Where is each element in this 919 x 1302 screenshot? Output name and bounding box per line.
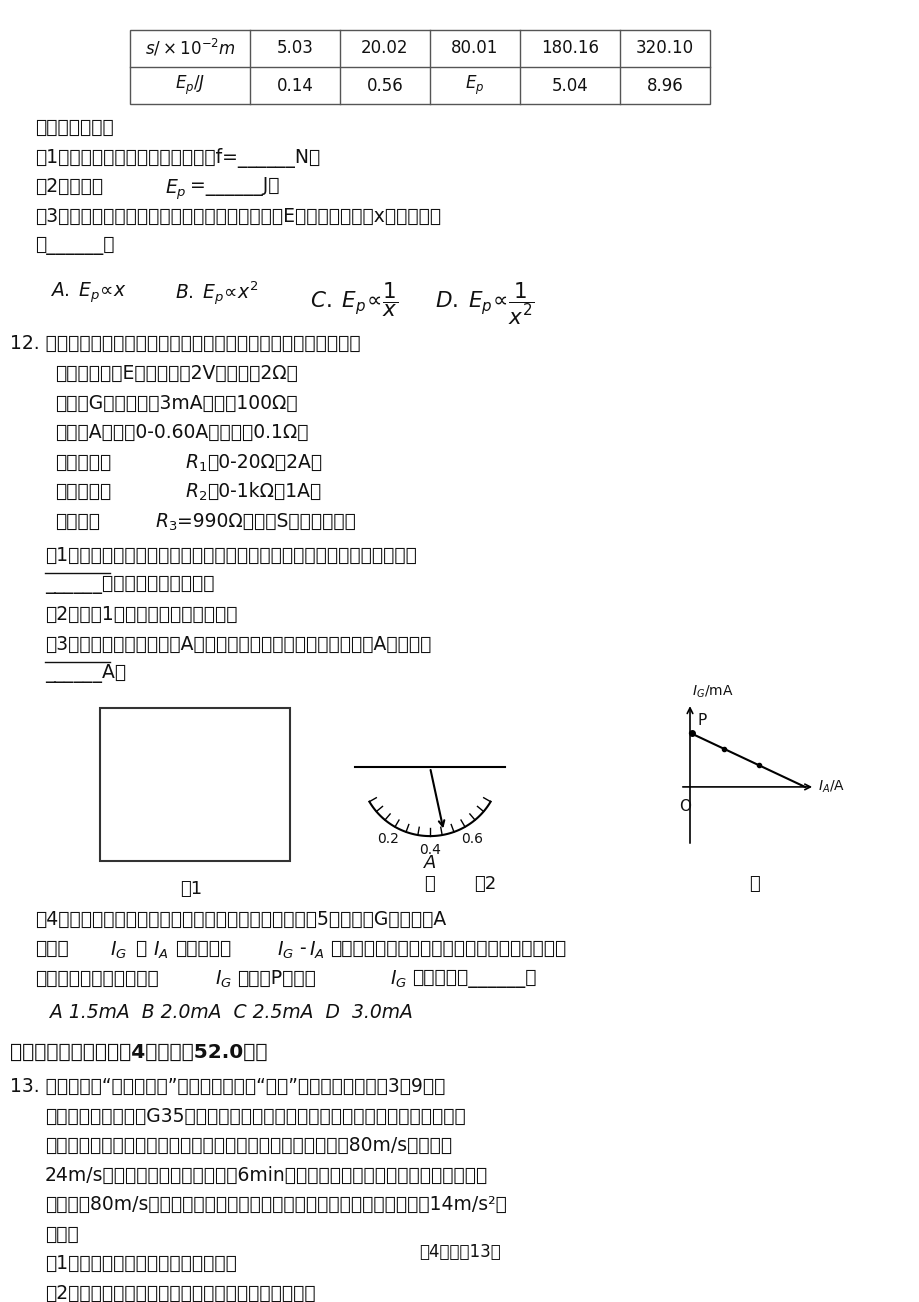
Text: （0-20Ω，2A）: （0-20Ω，2A） — [207, 453, 322, 471]
Text: $R_2$: $R_2$ — [185, 482, 207, 504]
Text: 试求：: 试求： — [45, 1225, 79, 1243]
Text: （2）在图1方框中画出实验电路图。: （2）在图1方框中画出实验电路图。 — [45, 605, 237, 624]
Text: 24m/s后匀速行驶。列车匀速行饱6min后警示通过排查解除了警报，列车又匀加: 24m/s后匀速行驶。列车匀速行饱6min后警示通过排查解除了警报，列车又匀加 — [45, 1165, 488, 1185]
Text: 5.03: 5.03 — [277, 39, 313, 57]
Text: 0.56: 0.56 — [367, 77, 403, 95]
Text: 置，导致高铁突然降速缓行。假设此次事件中列车由正常车速80m/s匀减速至: 置，导致高铁突然降速缓行。假设此次事件中列车由正常车速80m/s匀减速至 — [45, 1137, 451, 1155]
Text: （2）上表中: （2）上表中 — [35, 177, 103, 197]
Text: 定值电阾: 定值电阾 — [55, 512, 100, 530]
Text: -: - — [299, 939, 305, 958]
Text: 是______。: 是______。 — [35, 236, 114, 255]
Text: 电流表G（满偏电流3mA，内阻100Ω）: 电流表G（满偏电流3mA，内阻100Ω） — [55, 393, 298, 413]
Text: 待测铅蓄电池E（电动势红2V，内阻红2Ω）: 待测铅蓄电池E（电动势红2V，内阻红2Ω） — [55, 365, 298, 383]
Text: 0.6: 0.6 — [460, 832, 482, 846]
Text: 笥4页，共13页: 笥4页，共13页 — [419, 1243, 500, 1262]
Text: $I_G$/mA: $I_G$/mA — [691, 684, 732, 700]
Text: $I_G$: $I_G$ — [277, 939, 294, 961]
Text: ______A。: ______A。 — [45, 664, 126, 684]
Text: A: A — [424, 854, 436, 872]
Text: $E_p$: $E_p$ — [465, 74, 484, 98]
Text: 图象如图乙所示。请你根据所学知识，依据图象: 图象如图乙所示。请你根据所学知识，依据图象 — [330, 939, 565, 958]
Text: 四、计算题（本大题兲4小题，共52.0分）: 四、计算题（本大题兲4小题，共52.0分） — [10, 1043, 267, 1061]
Text: 20.02: 20.02 — [361, 39, 408, 57]
Text: （1）为了能较准确地进行测量和操作方便，实验中选用的滑动变阾器是填: （1）为了能较准确地进行测量和操作方便，实验中选用的滑动变阾器是填 — [45, 546, 416, 565]
Text: $D.\;E_p\!\propto\!\dfrac{1}{x^2}$: $D.\;E_p\!\propto\!\dfrac{1}{x^2}$ — [435, 280, 534, 327]
Text: ______（器材后的字母代号）: ______（器材后的字母代号） — [45, 575, 214, 595]
Text: 和: 和 — [135, 939, 146, 958]
Text: $R_1$: $R_1$ — [185, 453, 207, 474]
Text: $A.\;E_p\!\propto\!x$: $A.\;E_p\!\propto\!x$ — [50, 280, 127, 305]
Bar — [100, 708, 289, 861]
Text: 0.4: 0.4 — [419, 842, 440, 857]
Text: 滑动变阾器: 滑动变阾器 — [55, 453, 111, 471]
Text: 北京南开往杭州东的G35次高铁上，一位男旅客在洗手间内吸烟灯触发烟感报警装: 北京南开往杭州东的G35次高铁上，一位男旅客在洗手间内吸烟灯触发烟感报警装 — [45, 1107, 465, 1126]
Text: $I_A$: $I_A$ — [153, 939, 168, 961]
Text: 13. 中国高铁以“快、准、稳”成为一张靠丽的“名片”而为国人所自豪。3月9日由: 13. 中国高铁以“快、准、稳”成为一张靠丽的“名片”而为国人所自豪。3月9日由 — [10, 1077, 445, 1096]
Text: 320.10: 320.10 — [635, 39, 693, 57]
Text: $I_A$/A: $I_A$/A — [817, 779, 845, 796]
Text: =______J。: =______J。 — [190, 177, 279, 197]
Text: （3）分析上表中的数据可以得出弹簧的弹性势能E与弹簧的压缩量x之间的关系: （3）分析上表中的数据可以得出弹簧的弹性势能E与弹簧的压缩量x之间的关系 — [35, 207, 440, 225]
Text: $I_A$: $I_A$ — [309, 939, 324, 961]
Text: 电流表A（量程0-0.60A，内阻约0.1Ω）: 电流表A（量程0-0.60A，内阻约0.1Ω） — [55, 423, 308, 441]
Text: （1）列车以非正常车速行驶的距离；: （1）列车以非正常车速行驶的距离； — [45, 1254, 236, 1273]
Text: 0.14: 0.14 — [277, 77, 313, 95]
Text: 8.96: 8.96 — [646, 77, 683, 95]
Text: 提供的信息，估算图线与: 提供的信息，估算图线与 — [35, 969, 159, 988]
Text: 甲: 甲 — [425, 875, 435, 893]
Text: 5.04: 5.04 — [551, 77, 588, 95]
Text: P: P — [698, 713, 707, 728]
Text: 的读数: 的读数 — [35, 939, 69, 958]
Text: （0-1kΩ，1A）: （0-1kΩ，1A） — [207, 482, 321, 501]
Text: 乙: 乙 — [749, 875, 759, 893]
Text: 轴交点P对应的: 轴交点P对应的 — [237, 969, 315, 988]
Text: 12. 为了测定铅蓄电池的电动势和内阻，实验室中准备了下列器材：: 12. 为了测定铅蓄电池的电动势和内阻，实验室中准备了下列器材： — [10, 335, 360, 353]
Text: $B.\;E_p\!\propto\!x^2$: $B.\;E_p\!\propto\!x^2$ — [175, 280, 259, 309]
Text: （2）由于这次事件，列车到达杭州东时晚点多少秒？: （2）由于这次事件，列车到达杭州东时晚点多少秒？ — [45, 1284, 315, 1302]
Text: $C.\;E_p\!\propto\!\dfrac{1}{x}$: $C.\;E_p\!\propto\!\dfrac{1}{x}$ — [310, 280, 398, 319]
Text: 速恢复到80m/s的车速。若列车在匀加速和匀减速过程的加速度大小均为14m/s²，: 速恢复到80m/s的车速。若列车在匀加速和匀减速过程的加速度大小均为14m/s²… — [45, 1195, 506, 1213]
Text: 的値最接近______。: 的値最接近______。 — [412, 969, 536, 988]
Text: 图1: 图1 — [180, 880, 202, 898]
Text: =990Ω，开关S和导线若干。: =990Ω，开关S和导线若干。 — [176, 512, 356, 530]
Text: ，并做出了: ，并做出了 — [175, 939, 231, 958]
Text: 180.16: 180.16 — [540, 39, 598, 57]
Text: $E_p$: $E_p$ — [165, 177, 187, 202]
Text: $R_3$: $R_3$ — [154, 512, 177, 533]
Text: （1）木块与木板之间的滑动摩擦力f=______N。: （1）木块与木板之间的滑动摩擦力f=______N。 — [35, 147, 320, 168]
Text: $I_G$: $I_G$ — [110, 939, 127, 961]
Text: （3）在某次实验中电流表A的指针偏转情况如图甲所示则电流表A的读数为: （3）在某次实验中电流表A的指针偏转情况如图甲所示则电流表A的读数为 — [45, 634, 431, 654]
Text: 0.2: 0.2 — [377, 832, 399, 846]
Text: 80.01: 80.01 — [451, 39, 498, 57]
Text: O: O — [678, 798, 690, 814]
Text: （4）李浩同学选取合适的器材通过正确规范实验得到了5组电流表G和电流表A: （4）李浩同学选取合适的器材通过正确规范实验得到了5组电流表G和电流表A — [35, 910, 446, 928]
Text: $I_G$: $I_G$ — [390, 969, 406, 991]
Text: 图2: 图2 — [473, 875, 495, 893]
Text: 滑动变阾器: 滑动变阾器 — [55, 482, 111, 501]
Text: 回答下列问题：: 回答下列问题： — [35, 118, 114, 137]
Text: $s/\times10^{-2}m$: $s/\times10^{-2}m$ — [144, 38, 235, 59]
Text: $I_G$: $I_G$ — [215, 969, 232, 991]
Text: A 1.5mA  B 2.0mA  C 2.5mA  D  3.0mA: A 1.5mA B 2.0mA C 2.5mA D 3.0mA — [50, 1004, 413, 1022]
Bar — [130, 30, 709, 104]
Text: $E_p/J$: $E_p/J$ — [175, 74, 205, 98]
